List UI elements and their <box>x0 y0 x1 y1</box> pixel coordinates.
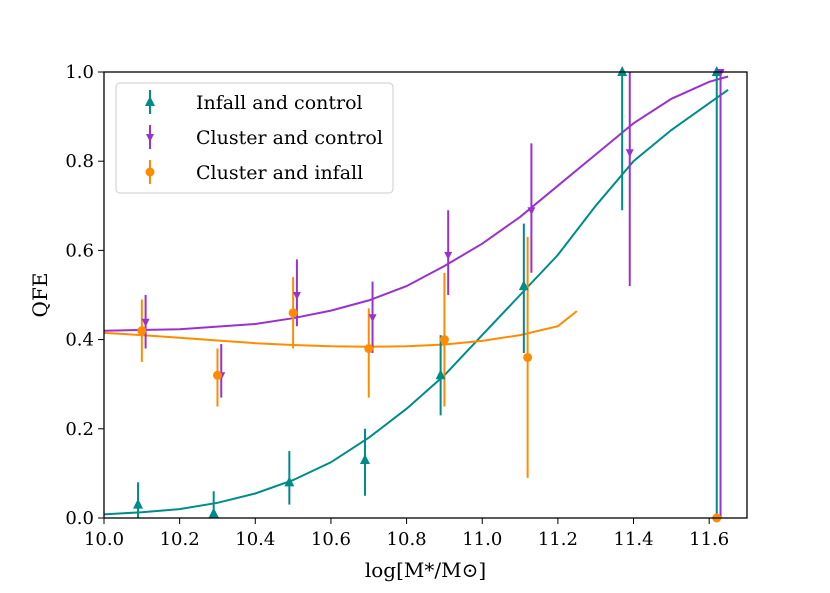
x-axis-label: log[M*/M⊙] <box>365 558 486 582</box>
legend-label: Cluster and control <box>196 127 383 149</box>
data-point <box>288 308 298 318</box>
data-point <box>284 476 295 487</box>
y-tick-label: 0.4 <box>65 330 94 351</box>
data-point <box>368 314 377 323</box>
x-tick-label: 11.2 <box>538 529 578 550</box>
x-tick-label: 11.4 <box>613 529 653 550</box>
x-tick-label: 10.6 <box>311 529 351 550</box>
data-point <box>435 369 446 380</box>
legend: Infall and control Cluster and control Clu… <box>115 82 394 194</box>
data-point <box>292 292 301 300</box>
x-axis-ticks: 10.0 10.2 10.4 10.6 10.8 11.0 11.2 11.4 11.6 <box>84 518 729 550</box>
y-tick-label: 0.2 <box>65 419 94 440</box>
y-tick-label: 0.8 <box>65 151 94 172</box>
data-point <box>617 66 628 76</box>
legend-marker <box>146 134 154 142</box>
legend-marker <box>145 96 155 106</box>
data-point <box>716 69 725 77</box>
legend-label: Infall and control <box>196 92 363 114</box>
data-point <box>439 335 449 345</box>
data-point <box>141 318 150 327</box>
y-axis-label: QFE <box>28 273 52 318</box>
x-tick-label: 11.0 <box>462 529 502 550</box>
data-point <box>133 498 144 509</box>
legend-box <box>115 82 394 194</box>
data-point <box>359 454 370 465</box>
y-tick-label: 0.0 <box>65 508 94 529</box>
data-point <box>523 352 533 362</box>
legend-label: Cluster and infall <box>196 162 363 184</box>
fit-curve-1 <box>103 75 729 332</box>
y-tick-label: 1.0 <box>65 62 94 83</box>
data-point <box>625 149 634 158</box>
plot-frame <box>103 71 748 519</box>
data-point <box>518 280 529 291</box>
fit-curve-2 <box>103 310 578 348</box>
fit-curves <box>103 75 729 516</box>
data-point <box>208 507 219 518</box>
data-markers <box>133 66 725 523</box>
x-tick-label: 11.6 <box>689 529 729 550</box>
x-tick-label: 10.4 <box>235 529 275 550</box>
data-point <box>364 344 374 354</box>
data-point <box>527 207 536 216</box>
data-point <box>212 370 222 380</box>
legend-marker <box>145 167 155 177</box>
y-tick-label: 0.6 <box>65 240 94 261</box>
x-tick-label: 10.2 <box>160 529 200 550</box>
data-point <box>444 251 453 260</box>
data-point <box>137 326 147 336</box>
x-tick-label: 10.8 <box>387 529 427 550</box>
fit-curve-0 <box>103 88 729 516</box>
x-tick-label: 10.0 <box>84 529 124 550</box>
y-axis-ticks: 0.0 0.2 0.4 0.6 0.8 1.0 <box>65 62 104 529</box>
